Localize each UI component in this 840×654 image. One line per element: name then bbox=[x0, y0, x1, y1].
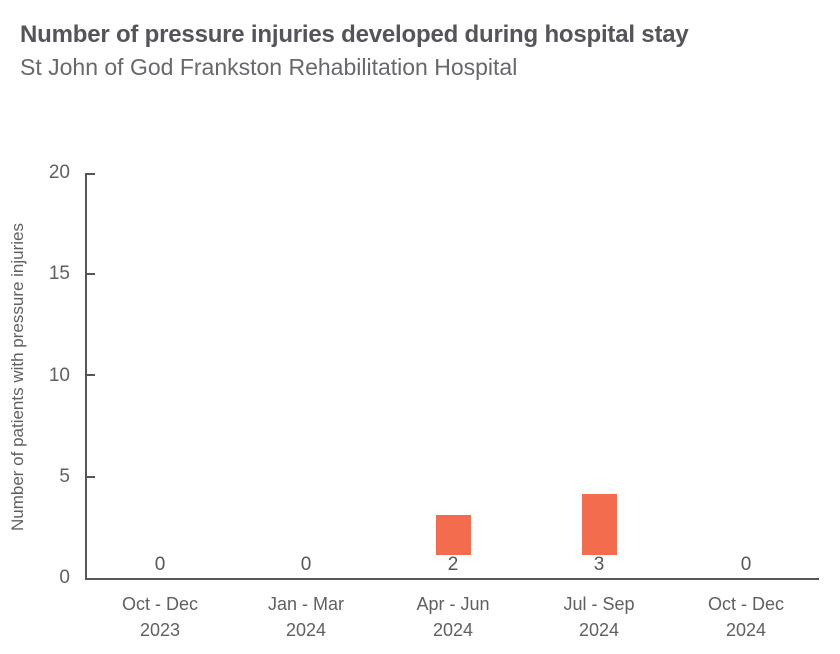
x-tick-label-line2: 2024 bbox=[285, 620, 327, 640]
x-tick-label-line1: Jul - Sep bbox=[563, 594, 635, 614]
y-tick-mark bbox=[87, 273, 95, 275]
bar-value-label: 0 bbox=[154, 554, 166, 575]
x-tick-label: Jul - Sep 2024 bbox=[526, 591, 672, 643]
y-tick-label: 5 bbox=[59, 466, 70, 487]
y-tick-label: 0 bbox=[59, 567, 70, 588]
x-tick-label-line1: Oct - Dec bbox=[707, 594, 784, 614]
bar-value-label: 2 bbox=[447, 554, 459, 575]
x-tick-label-line2: 2024 bbox=[725, 620, 767, 640]
y-tick-mark bbox=[87, 374, 95, 376]
y-tick-label: 15 bbox=[48, 263, 70, 284]
x-tick-label-line2: 2024 bbox=[432, 620, 474, 640]
x-tick-label: Apr - Jun 2024 bbox=[380, 591, 526, 643]
x-tick-label: Jan - Mar 2024 bbox=[233, 591, 379, 643]
bar-value-label: 3 bbox=[593, 554, 605, 575]
x-tick-label-line2: 2024 bbox=[578, 620, 620, 640]
y-tick-label: 20 bbox=[48, 162, 70, 183]
x-tick-label-line1: Apr - Jun bbox=[416, 594, 490, 614]
x-tick-label: Oct - Dec 2024 bbox=[673, 591, 819, 643]
x-tick-label-line2: 2023 bbox=[139, 620, 181, 640]
plot-area bbox=[85, 173, 819, 580]
y-tick-mark bbox=[87, 476, 95, 478]
x-tick-label: Oct - Dec 2023 bbox=[87, 591, 233, 643]
x-tick-label-line1: Oct - Dec bbox=[121, 594, 198, 614]
chart-title: Number of pressure injuries developed du… bbox=[20, 21, 689, 48]
bar bbox=[435, 514, 471, 555]
bar-group: 0 bbox=[87, 555, 233, 578]
bar-group: 3 bbox=[526, 494, 672, 578]
bar-group: 2 bbox=[380, 514, 526, 579]
chart-subtitle: St John of God Frankston Rehabilitation … bbox=[20, 54, 518, 80]
bar-group: 0 bbox=[233, 555, 379, 578]
y-tick-mark bbox=[87, 173, 95, 175]
y-tick-label: 10 bbox=[48, 365, 70, 386]
bar-value-label: 0 bbox=[300, 554, 312, 575]
x-tick-label-line1: Jan - Mar bbox=[267, 594, 345, 614]
bar bbox=[581, 494, 617, 555]
bar-group: 0 bbox=[673, 555, 819, 578]
bar-value-label: 0 bbox=[740, 554, 752, 575]
